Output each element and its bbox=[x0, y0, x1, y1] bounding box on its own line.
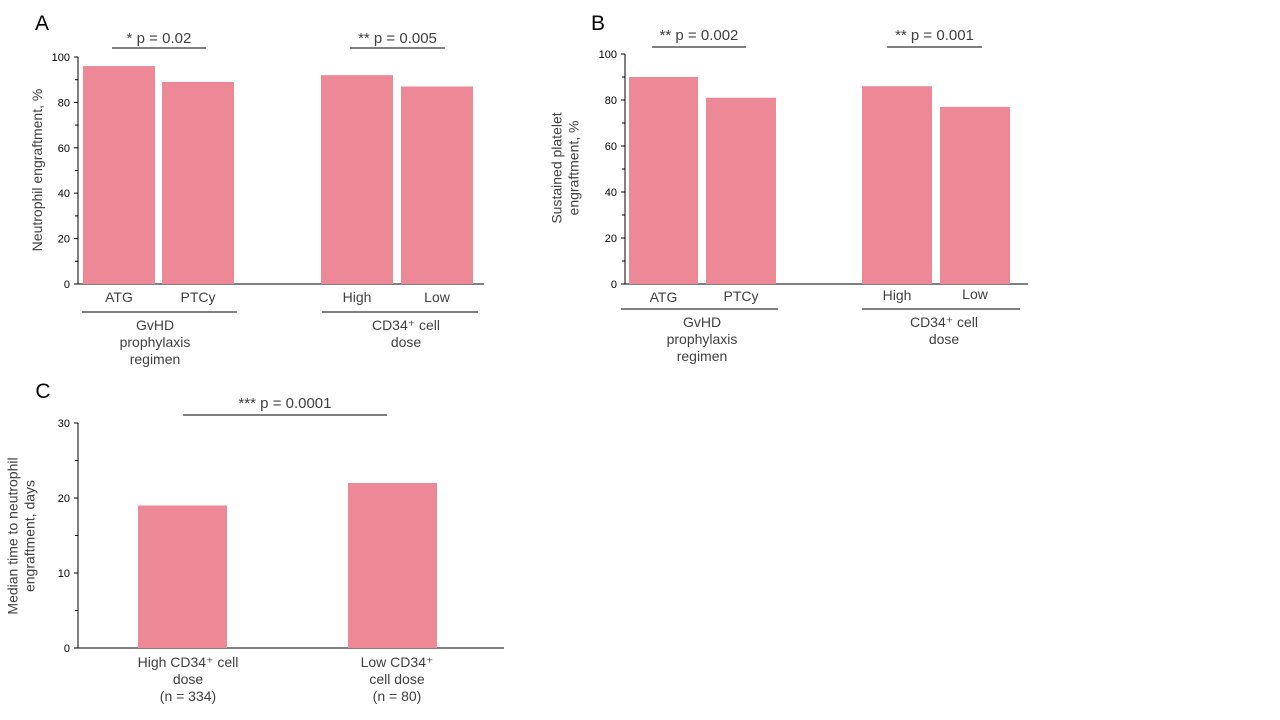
panel-C-category-label: cell dose bbox=[369, 671, 424, 687]
panel-A-y-tick-label: 0 bbox=[64, 279, 70, 291]
panel-B-letter: B bbox=[591, 12, 605, 35]
panel-A-bar bbox=[401, 86, 473, 284]
panel-A-group-label: prophylaxis bbox=[120, 334, 191, 350]
panel-A-bar bbox=[321, 75, 393, 284]
panel-B-p-value: ** p = 0.001 bbox=[895, 27, 974, 44]
panel-A-letter: A bbox=[35, 12, 49, 35]
panel-C-letter: C bbox=[35, 380, 50, 403]
panel-C-bar bbox=[348, 483, 437, 648]
panel-C-p-value: *** p = 0.0001 bbox=[239, 395, 332, 412]
panel-B-bar bbox=[629, 77, 698, 284]
panel-A-group-label: CD34⁺ cell bbox=[372, 317, 440, 333]
panel-A-p-value: ** p = 0.005 bbox=[358, 30, 437, 47]
panel-A-group-label: dose bbox=[391, 334, 422, 350]
panel-B-group-label: GvHD bbox=[683, 314, 721, 330]
panel-B-group-label: dose bbox=[929, 331, 960, 347]
panel-B-y-axis-label: Sustained platelet bbox=[549, 112, 565, 223]
panel-B-category-label: Low bbox=[962, 286, 989, 302]
panel-A-category-label: High bbox=[343, 289, 372, 305]
panel-C-y-axis-label: engraftment, days bbox=[22, 480, 38, 592]
panel-A-category-label: ATG bbox=[105, 289, 133, 305]
panel-A-category-label: Low bbox=[424, 289, 451, 305]
panel-C-y-tick-label: 10 bbox=[58, 568, 70, 580]
panel-A-category-label: PTCy bbox=[181, 289, 216, 305]
panel-C-y-tick-label: 0 bbox=[64, 643, 70, 655]
panel-C-category-label: (n = 334) bbox=[160, 688, 216, 704]
panel-A-bar bbox=[83, 66, 155, 284]
panel-A-group-label: regimen bbox=[130, 351, 181, 367]
panel-B-y-tick-label: 100 bbox=[599, 49, 617, 61]
panel-C-category-label: Low CD34⁺ bbox=[361, 654, 434, 670]
panel-B-y-tick-label: 80 bbox=[605, 95, 617, 107]
panel-B-y-axis-label: engraftment, % bbox=[566, 121, 582, 216]
panel-A-y-tick-label: 60 bbox=[58, 143, 70, 155]
panel-B-category-label: ATG bbox=[650, 289, 678, 305]
panel-B-category-label: High bbox=[883, 287, 912, 303]
panel-B-group-label: CD34⁺ cell bbox=[910, 314, 978, 330]
panel-C-bar bbox=[138, 505, 227, 648]
panel-B-p-value: ** p = 0.002 bbox=[660, 27, 739, 44]
panel-A-y-tick-label: 20 bbox=[58, 234, 70, 246]
panel-B-y-tick-label: 40 bbox=[605, 187, 617, 199]
panel-A-y-tick-label: 100 bbox=[52, 52, 70, 64]
panel-C-category-label: High CD34⁺ cell bbox=[138, 654, 239, 670]
panel-B-y-tick-label: 20 bbox=[605, 233, 617, 245]
panel-A-group-label: GvHD bbox=[136, 317, 174, 333]
panel-B-bar bbox=[862, 86, 932, 284]
panel-A-y-tick-label: 80 bbox=[58, 97, 70, 109]
panel-B-y-tick-label: 60 bbox=[605, 141, 617, 153]
panel-A-p-value: * p = 0.02 bbox=[127, 30, 192, 47]
panel-B-group-label: prophylaxis bbox=[667, 331, 738, 347]
panel-A-y-axis-label: Neutrophil engraftment, % bbox=[29, 89, 45, 252]
panel-C-category-label: (n = 80) bbox=[373, 688, 422, 704]
panel-C-category-label: dose bbox=[173, 671, 204, 687]
panel-B-bar bbox=[940, 106, 1010, 285]
panel-B-y-tick-label: 0 bbox=[611, 279, 617, 291]
panel-B-group-label: regimen bbox=[677, 348, 728, 364]
panel-C-y-tick-label: 20 bbox=[58, 493, 70, 505]
panel-A-y-tick-label: 40 bbox=[58, 188, 70, 200]
panel-A-bar bbox=[162, 81, 234, 284]
panel-C-y-axis-label: Median time to neutrophil bbox=[5, 457, 21, 614]
panel-C-y-tick-label: 30 bbox=[58, 418, 70, 430]
panel-B-bar bbox=[706, 97, 776, 284]
panel-B-category-label: PTCy bbox=[724, 288, 759, 304]
